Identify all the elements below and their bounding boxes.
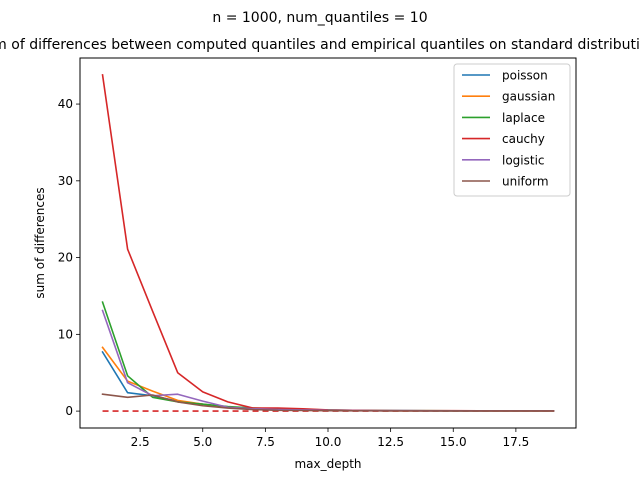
- legend-frame: [453, 63, 571, 197]
- y-tick-label: 30: [58, 174, 73, 188]
- legend-label-laplace: laplace: [502, 111, 545, 125]
- x-axis-label: max_depth: [294, 457, 361, 471]
- series-line-uniform: [101, 393, 555, 412]
- legend-label-uniform: uniform: [502, 175, 549, 189]
- y-axis-label: sum of differences: [33, 187, 47, 298]
- y-tick-label: 10: [58, 327, 73, 341]
- plot-title: Sum of differences between computed quan…: [0, 37, 640, 53]
- legend-label-logistic: logistic: [502, 153, 545, 167]
- y-tick-label: 40: [58, 97, 73, 111]
- x-tick-label: 5.0: [193, 435, 212, 449]
- x-tick-label: 17.5: [503, 435, 530, 449]
- x-tick-label: 15.0: [440, 435, 467, 449]
- x-tick-label: 2.5: [131, 435, 150, 449]
- legend-label-cauchy: cauchy: [502, 132, 545, 146]
- legend: poisson gaussian laplace cauchy logistic unif…: [453, 63, 571, 197]
- x-tick-label: 12.5: [377, 435, 404, 449]
- figure-suptitle: n = 1000, num_quantiles = 10: [212, 10, 427, 26]
- y-axis-ticks: 0 10 20 30 40: [58, 97, 80, 418]
- y-tick-label: 0: [65, 404, 73, 418]
- legend-label-gaussian: gaussian: [502, 90, 555, 104]
- y-tick-label: 20: [58, 251, 73, 265]
- x-tick-label: 7.5: [256, 435, 275, 449]
- legend-label-poisson: poisson: [502, 69, 548, 83]
- series-layer: [101, 73, 555, 412]
- x-tick-label: 10.0: [315, 435, 342, 449]
- x-axis-ticks: 2.5 5.0 7.5 10.0 12.5 15.0 17.5: [131, 428, 530, 449]
- legend-items: poisson gaussian laplace cauchy logistic unif…: [462, 69, 555, 189]
